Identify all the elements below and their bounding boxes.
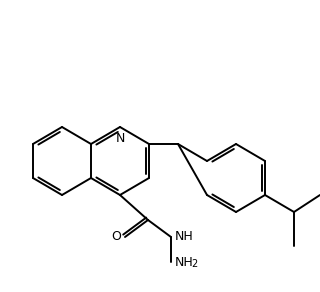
Text: 2: 2 xyxy=(191,259,197,269)
Text: NH: NH xyxy=(175,230,194,244)
Text: N: N xyxy=(115,132,125,145)
Text: O: O xyxy=(111,230,121,244)
Text: NH: NH xyxy=(175,256,194,269)
